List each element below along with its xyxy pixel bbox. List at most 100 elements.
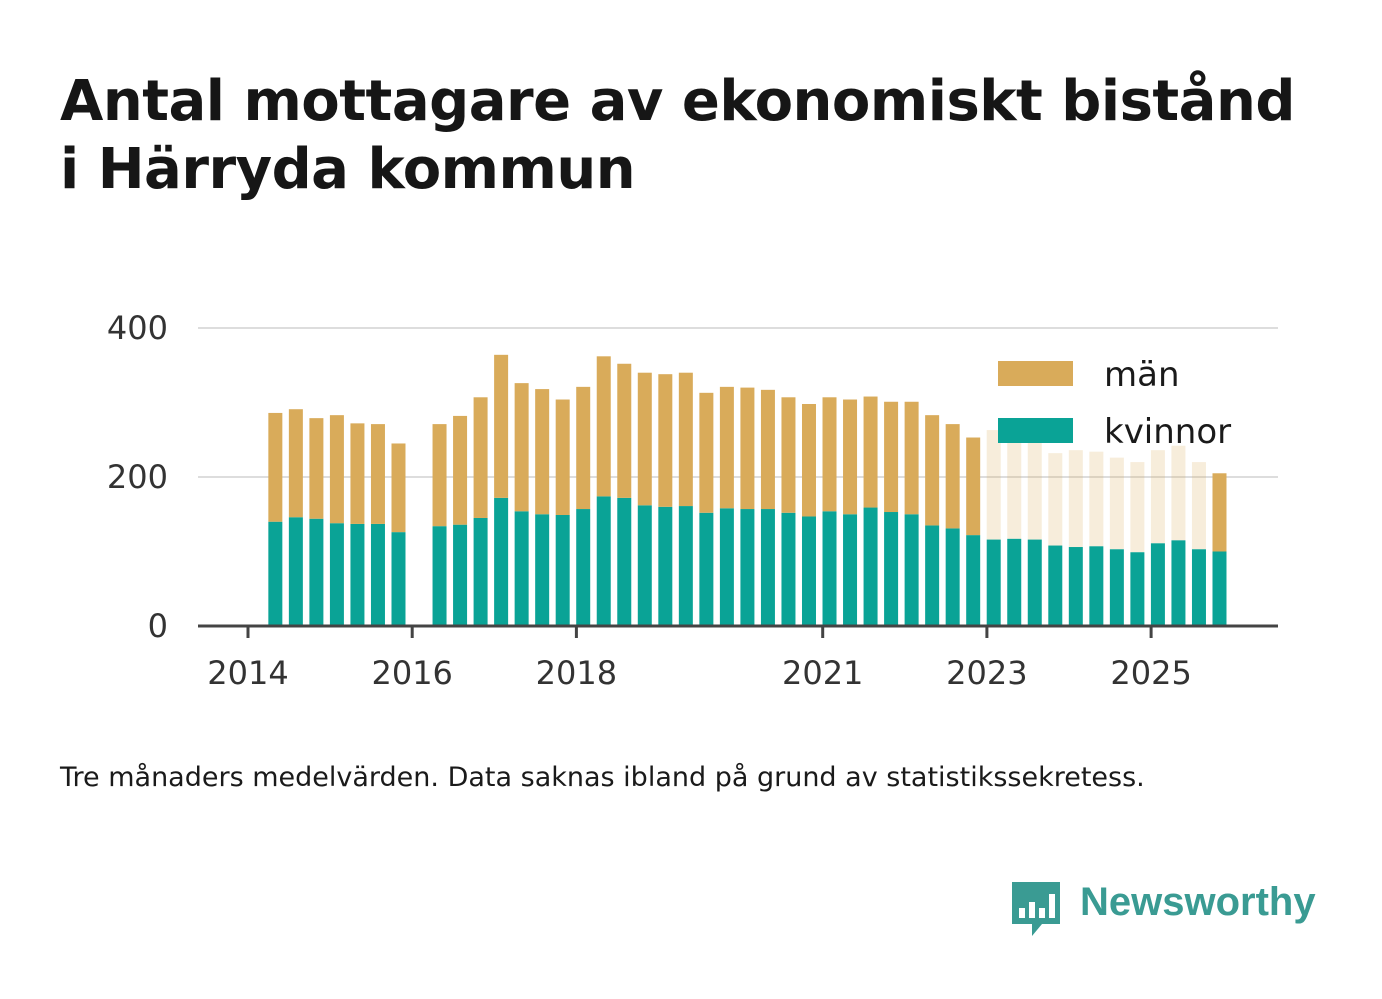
bar-kvinnor-2 bbox=[309, 518, 324, 626]
bar-kvinnor-38 bbox=[1048, 545, 1063, 626]
bar-kvinnor-15 bbox=[576, 509, 591, 626]
bar-kvinnor-4 bbox=[350, 523, 365, 626]
bar-kvinnor-6 bbox=[391, 532, 406, 626]
legend-label-1: kvinnor bbox=[1104, 412, 1231, 452]
bar-man-0 bbox=[268, 412, 283, 522]
bar-kvinnor-35 bbox=[986, 539, 1001, 626]
bar-kvinnor-17 bbox=[617, 497, 632, 626]
bar-man-25 bbox=[781, 397, 796, 513]
bar-kvinnor-10 bbox=[473, 517, 488, 626]
bar-total-42 bbox=[1130, 462, 1145, 553]
bar-kvinnor-45 bbox=[1191, 549, 1206, 626]
bar-kvinnor-11 bbox=[494, 497, 509, 626]
bar-total-41 bbox=[1109, 457, 1124, 550]
bar-kvinnor-41 bbox=[1109, 549, 1124, 626]
bar-total-36 bbox=[1007, 430, 1022, 539]
bar-man-20 bbox=[678, 372, 693, 507]
newsworthy-logo[interactable]: Newsworthy bbox=[1010, 878, 1330, 940]
y-tick-label-0: 0 bbox=[148, 607, 168, 645]
bar-kvinnor-46 bbox=[1212, 551, 1227, 626]
bar-kvinnor-29 bbox=[863, 507, 878, 626]
bar-man-18 bbox=[637, 372, 652, 506]
bar-chart-speech-bubble-icon bbox=[1012, 882, 1060, 936]
bar-man-2 bbox=[309, 418, 324, 519]
bar-man-3 bbox=[329, 415, 344, 524]
bar-man-5 bbox=[370, 424, 385, 524]
bar-man-17 bbox=[617, 363, 632, 498]
bar-kvinnor-23 bbox=[740, 509, 755, 626]
bar-man-19 bbox=[658, 374, 673, 507]
bar-kvinnor-28 bbox=[843, 514, 858, 626]
bar-kvinnor-30 bbox=[884, 512, 899, 626]
legend: män kvinnor bbox=[998, 355, 1231, 452]
legend-swatch-0 bbox=[998, 361, 1073, 386]
bar-man-21 bbox=[699, 392, 714, 513]
bar-man-9 bbox=[453, 415, 468, 525]
bar-man-27 bbox=[822, 397, 837, 512]
bar-kvinnor-40 bbox=[1089, 546, 1104, 626]
bar-man-33 bbox=[945, 424, 960, 529]
bar-man-26 bbox=[801, 403, 816, 517]
bar-man-13 bbox=[535, 389, 550, 515]
bar-man-22 bbox=[719, 386, 734, 509]
bar-kvinnor-36 bbox=[1007, 538, 1022, 626]
legend-swatch-1 bbox=[998, 418, 1073, 443]
chart-title-line-2: i Härryda kommun bbox=[60, 137, 636, 202]
bar-total-43 bbox=[1150, 450, 1165, 544]
bar-man-46 bbox=[1212, 473, 1227, 552]
bar-man-1 bbox=[288, 409, 303, 518]
bar-man-23 bbox=[740, 387, 755, 510]
bar-man-34 bbox=[966, 437, 981, 536]
bar-kvinnor-34 bbox=[966, 535, 981, 626]
chart-title: Antal mottagare av ekonomiskt bistånd i … bbox=[60, 68, 1340, 204]
bar-kvinnor-43 bbox=[1150, 543, 1165, 626]
bar-man-4 bbox=[350, 423, 365, 524]
chart-title-line-1: Antal mottagare av ekonomiskt bistånd bbox=[60, 69, 1295, 134]
legend-label-0: män bbox=[1104, 355, 1180, 395]
bar-man-29 bbox=[863, 396, 878, 508]
bar-kvinnor-14 bbox=[555, 514, 570, 626]
bar-kvinnor-0 bbox=[268, 521, 283, 626]
bar-man-12 bbox=[514, 383, 529, 512]
bars bbox=[268, 354, 1227, 626]
bar-kvinnor-22 bbox=[719, 508, 734, 626]
x-tick-label-2023: 2023 bbox=[946, 654, 1027, 692]
bar-man-15 bbox=[576, 386, 591, 510]
bar-kvinnor-25 bbox=[781, 512, 796, 626]
y-tick-label-400: 400 bbox=[107, 309, 168, 347]
bar-kvinnor-31 bbox=[904, 514, 919, 626]
bar-kvinnor-24 bbox=[760, 509, 775, 626]
bar-kvinnor-16 bbox=[596, 496, 611, 626]
bar-man-31 bbox=[904, 401, 919, 515]
x-tick-label-2014: 2014 bbox=[207, 654, 288, 692]
bar-kvinnor-18 bbox=[637, 505, 652, 626]
bar-kvinnor-26 bbox=[801, 516, 816, 626]
bar-man-6 bbox=[391, 443, 406, 533]
bar-man-8 bbox=[432, 424, 447, 527]
bar-kvinnor-9 bbox=[453, 524, 468, 626]
bar-kvinnor-19 bbox=[658, 506, 673, 626]
bar-man-28 bbox=[843, 399, 858, 515]
bar-man-24 bbox=[760, 389, 775, 510]
chart-caption: Tre månaders medelvärden. Data saknas ib… bbox=[60, 762, 1145, 793]
bar-kvinnor-13 bbox=[535, 514, 550, 626]
x-tick-label-2016: 2016 bbox=[371, 654, 452, 692]
brand-name: Newsworthy bbox=[1080, 880, 1316, 924]
bar-total-45 bbox=[1191, 462, 1206, 550]
bar-kvinnor-42 bbox=[1130, 552, 1145, 626]
bar-total-44 bbox=[1171, 445, 1186, 541]
bar-man-11 bbox=[494, 354, 509, 498]
bar-total-38 bbox=[1048, 453, 1063, 546]
bar-kvinnor-27 bbox=[822, 511, 837, 626]
x-tick-label-2025: 2025 bbox=[1110, 654, 1191, 692]
bar-kvinnor-21 bbox=[699, 512, 714, 626]
bar-kvinnor-33 bbox=[945, 528, 960, 626]
x-tick-label-2021: 2021 bbox=[782, 654, 863, 692]
bar-man-16 bbox=[596, 356, 611, 497]
bar-kvinnor-3 bbox=[329, 523, 344, 626]
axes: 0 200 400 2014 2016 2018 2021 2023 2025 bbox=[107, 309, 1278, 692]
bar-kvinnor-32 bbox=[925, 525, 940, 626]
bar-kvinnor-20 bbox=[678, 506, 693, 626]
bar-kvinnor-5 bbox=[370, 523, 385, 626]
bar-total-39 bbox=[1068, 450, 1083, 548]
